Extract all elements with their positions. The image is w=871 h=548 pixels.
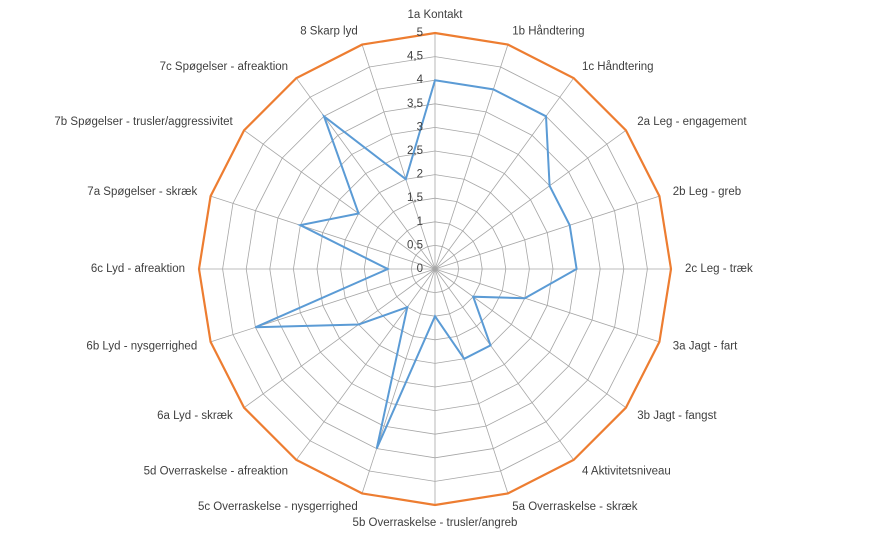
spoke	[434, 44, 509, 270]
series-line	[254, 79, 578, 450]
category-label: 1c Håndtering	[582, 61, 654, 73]
category-label: 5d Overraskelse - afreaktion	[144, 465, 288, 477]
tick-label: 5	[417, 27, 423, 39]
tick-label: 3,5	[407, 98, 423, 110]
category-label: 2b Leg - greb	[673, 186, 741, 198]
category-label: 7c Spøgelser - afreaktion	[160, 61, 288, 73]
spoke	[434, 268, 575, 461]
spoke	[434, 195, 660, 270]
category-label: 5a Overraskelse - skræk	[512, 501, 638, 513]
spoke	[210, 268, 436, 343]
category-label: 8 Skarp lyd	[300, 25, 358, 37]
tick-label: 0	[417, 263, 423, 275]
category-label: 7b Spøgelser - trusler/aggressivitet	[54, 116, 233, 128]
tick-label: 1,5	[407, 192, 423, 204]
category-label: 4 Aktivitetsniveau	[582, 465, 671, 477]
category-label: 7a Spøgelser - skræk	[87, 186, 197, 198]
series-line	[197, 31, 673, 507]
tick-label: 2	[417, 169, 423, 181]
category-label: 3b Jagt - fangst	[637, 410, 717, 422]
spoke	[434, 129, 627, 270]
spoke	[434, 268, 660, 343]
category-label: 2c Leg - træk	[685, 263, 753, 275]
tick-label: 1	[417, 216, 423, 228]
category-label: 5b Overraskelse - trusler/angreb	[353, 517, 518, 529]
category-label: 6a Lyd - skræk	[157, 410, 233, 422]
category-label: 6b Lyd - nysgerrighed	[86, 340, 197, 352]
spoke	[434, 77, 575, 270]
tick-label: 4,5	[407, 51, 423, 63]
category-label: 6c Lyd - afreaktion	[91, 263, 185, 275]
category-label: 1a Kontakt	[408, 9, 464, 21]
category-label: 5c Overraskelse - nysgerrighed	[198, 501, 358, 513]
spoke	[361, 268, 436, 494]
spoke	[361, 44, 436, 270]
spoke	[243, 129, 436, 270]
spoke	[210, 195, 436, 270]
tick-label: 2,5	[407, 145, 423, 157]
spoke	[295, 268, 436, 461]
tick-label: 0,5	[407, 239, 423, 251]
category-label: 1b Håndtering	[512, 25, 584, 37]
spoke	[243, 268, 436, 409]
tick-label: 4	[417, 74, 424, 86]
spoke	[434, 268, 627, 409]
category-label: 3a Jagt - fart	[673, 340, 738, 352]
spoke	[434, 268, 509, 494]
spoke	[295, 77, 436, 270]
tick-label: 3	[417, 121, 423, 133]
category-label: 2a Leg - engagement	[637, 116, 747, 128]
